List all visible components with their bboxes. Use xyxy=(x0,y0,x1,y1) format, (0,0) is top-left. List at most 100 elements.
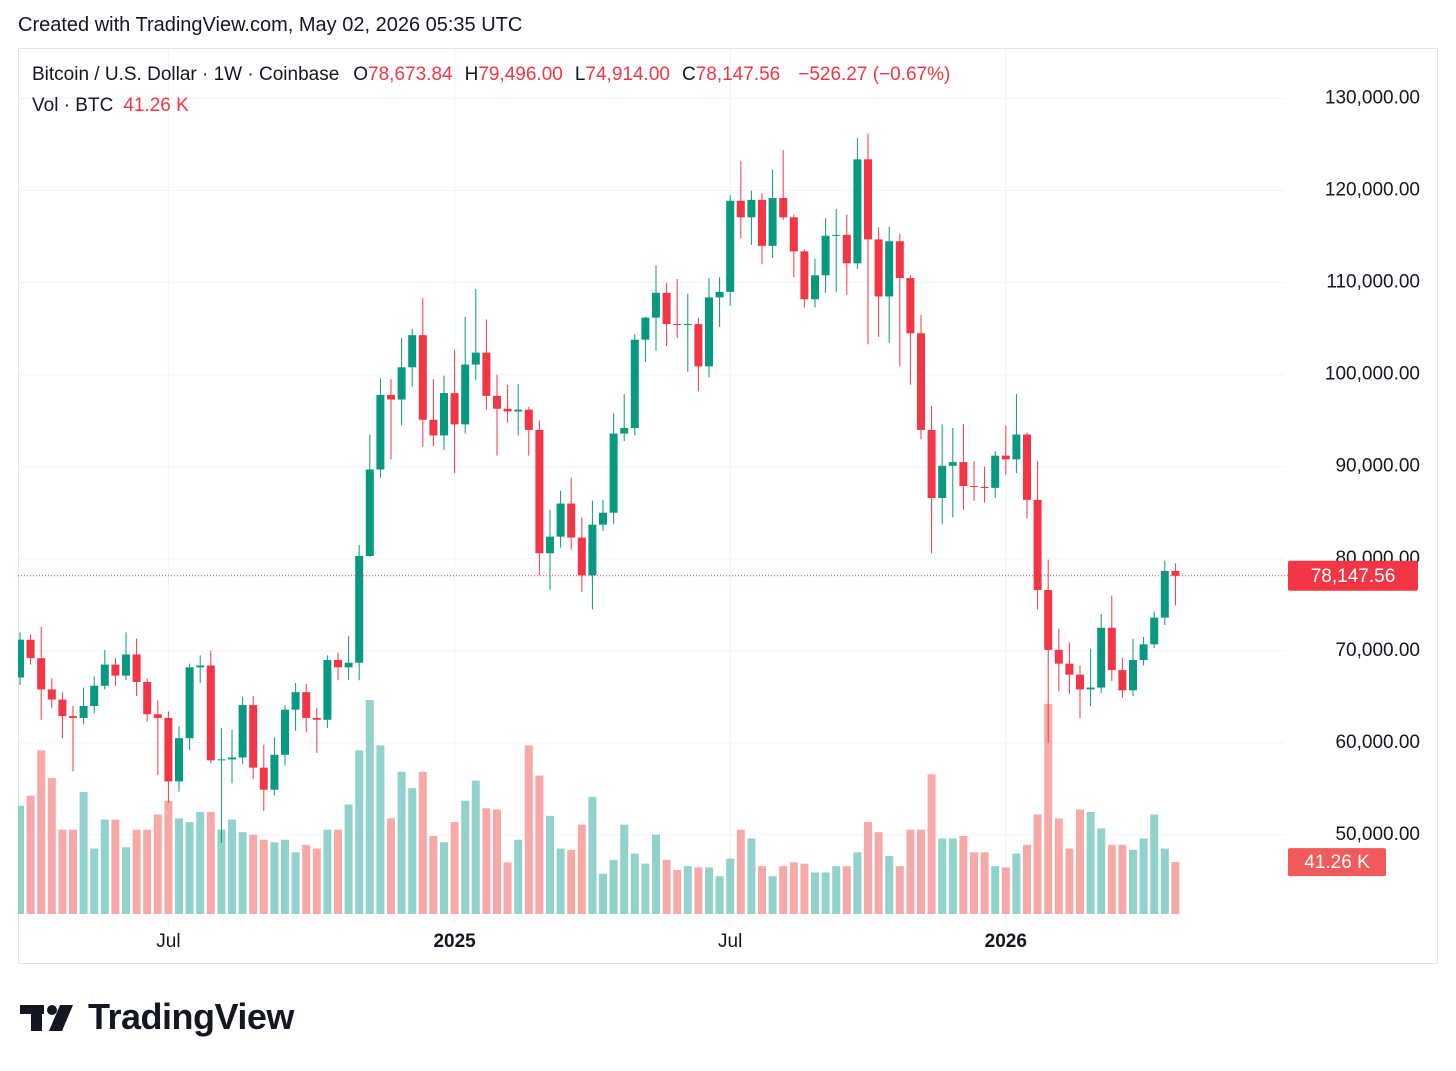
volume-bar xyxy=(122,847,130,914)
volume-bar xyxy=(1076,809,1084,914)
volume-bar xyxy=(397,771,406,914)
volume-bar xyxy=(821,872,830,914)
candle-body xyxy=(832,234,841,236)
candle-body xyxy=(673,324,682,326)
volume-bar xyxy=(132,829,141,914)
candle-body xyxy=(26,639,35,659)
x-tick-label: 2025 xyxy=(433,931,476,952)
volume-bar xyxy=(440,842,448,914)
candle-body xyxy=(1054,649,1063,664)
volume-bar xyxy=(461,800,470,914)
candle-body xyxy=(47,689,56,700)
candle-body xyxy=(461,364,470,425)
candle-body xyxy=(736,200,745,218)
candle-body xyxy=(450,393,459,425)
volume-bar xyxy=(312,848,321,914)
candle-body xyxy=(715,291,724,298)
candle-body xyxy=(1150,617,1159,645)
volume-bar xyxy=(100,819,109,914)
volume-bar xyxy=(344,804,353,914)
volume-bar xyxy=(58,829,67,914)
candle-body xyxy=(694,324,703,367)
volume-bar xyxy=(800,863,809,914)
volume-bar xyxy=(620,824,629,914)
volume-bar xyxy=(143,829,152,914)
candle-body xyxy=(535,429,544,554)
x-tick-label: Jul xyxy=(718,931,742,952)
volume-bar xyxy=(79,791,88,914)
volume-bar xyxy=(1097,828,1106,914)
volume-bar xyxy=(832,866,841,914)
candle-body xyxy=(927,429,936,499)
candle-body xyxy=(270,754,279,790)
volume-bar xyxy=(429,835,438,914)
candle-body xyxy=(1023,434,1031,500)
candle-body xyxy=(281,709,289,755)
candle-body xyxy=(90,685,99,706)
volume-bar xyxy=(535,775,544,914)
candle-body xyxy=(1012,434,1021,460)
candle-body xyxy=(620,428,629,434)
candle-body xyxy=(811,275,819,300)
volume-bar xyxy=(1012,853,1021,914)
candle-body xyxy=(493,395,501,409)
volume-bar xyxy=(270,842,279,914)
ohlc-value: 79,496.00 xyxy=(478,64,563,85)
volume-bar xyxy=(1054,818,1063,914)
volume-bar xyxy=(514,839,523,914)
volume-bar xyxy=(238,832,247,914)
candle-body xyxy=(58,699,67,717)
volume-bar xyxy=(355,750,364,914)
volume-bar xyxy=(153,814,162,914)
volume-bar xyxy=(111,819,120,914)
volume-bar xyxy=(864,822,872,914)
volume-bar xyxy=(26,795,35,914)
candle-body xyxy=(482,352,491,396)
candle-body xyxy=(376,394,385,470)
y-tick-label: 50,000.00 xyxy=(1335,824,1420,845)
candle-body xyxy=(906,278,915,334)
volume-bar xyxy=(1086,812,1095,914)
candle-body xyxy=(18,639,24,678)
volume-bar xyxy=(609,859,618,914)
candle-body xyxy=(164,717,173,782)
candle-body xyxy=(440,393,448,436)
brand: TradingView xyxy=(88,996,294,1037)
volume-bar xyxy=(1107,844,1116,914)
volume-axis-label: 41.26 K xyxy=(1304,852,1370,873)
candle-body xyxy=(726,200,735,292)
candle-body xyxy=(334,659,342,668)
volume-bar xyxy=(503,862,512,914)
volume-bar xyxy=(47,778,56,914)
volume-bar xyxy=(408,788,417,914)
volume-bar xyxy=(895,866,904,914)
volume-bar xyxy=(546,815,554,914)
price-pane xyxy=(18,133,1180,844)
candle-body xyxy=(842,234,851,264)
candle-body xyxy=(630,339,639,429)
candle-body xyxy=(1033,499,1042,591)
candle-body xyxy=(991,455,1000,488)
candle-body xyxy=(418,335,427,420)
volume-bar xyxy=(662,859,671,914)
candle-body xyxy=(408,335,417,368)
volume-bar xyxy=(18,805,24,914)
ohlc-value: 78,147.56 xyxy=(695,64,781,85)
volume-bar xyxy=(694,867,703,914)
volume-bar xyxy=(196,812,205,914)
volume-bar xyxy=(228,819,236,914)
candle-body xyxy=(705,297,713,367)
volume-legend: Vol · BTC 41.26 K xyxy=(32,95,195,117)
candle-body xyxy=(471,352,480,365)
volume-label-box xyxy=(1288,848,1386,877)
change: −526.27 (−0.67%) xyxy=(798,64,951,85)
chart-frame xyxy=(18,48,1438,964)
volume-bar xyxy=(249,834,258,914)
ohlc-value: 74,914.00 xyxy=(585,64,670,85)
ohlc-value: 78,673.84 xyxy=(368,64,453,85)
volume-bar xyxy=(175,818,183,914)
volume-bar xyxy=(948,838,957,914)
candle-body xyxy=(1086,687,1095,690)
y-tick-label: 120,000.00 xyxy=(1325,180,1420,201)
